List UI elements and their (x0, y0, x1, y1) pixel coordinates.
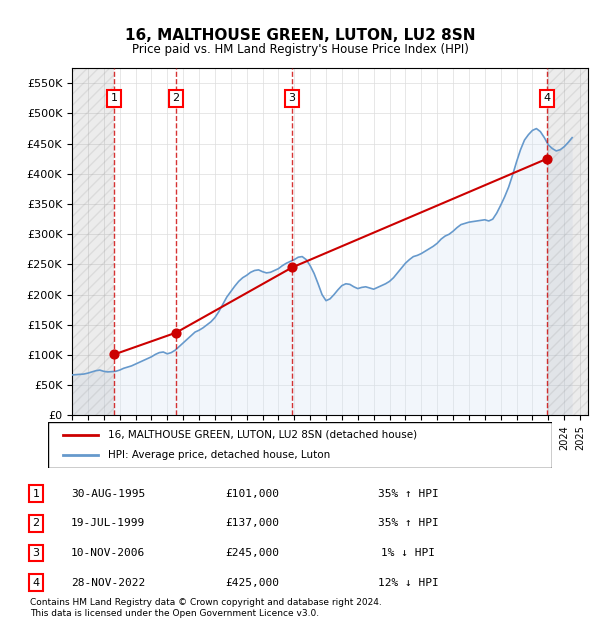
Text: 2: 2 (172, 94, 179, 104)
Text: 1: 1 (32, 489, 40, 498)
Text: 2: 2 (32, 518, 40, 528)
Text: 16, MALTHOUSE GREEN, LUTON, LU2 8SN: 16, MALTHOUSE GREEN, LUTON, LU2 8SN (125, 28, 475, 43)
Text: 10-NOV-2006: 10-NOV-2006 (71, 548, 145, 558)
Text: £101,000: £101,000 (225, 489, 279, 498)
Text: 3: 3 (32, 548, 40, 558)
Text: Contains HM Land Registry data © Crown copyright and database right 2024.: Contains HM Land Registry data © Crown c… (30, 598, 382, 608)
Text: 35% ↑ HPI: 35% ↑ HPI (377, 489, 439, 498)
Point (109, 350, 119, 360)
Bar (72, 68, 114, 415)
Text: 19-JUL-1999: 19-JUL-1999 (71, 518, 145, 528)
FancyBboxPatch shape (48, 422, 552, 468)
Text: £425,000: £425,000 (225, 578, 279, 588)
Point (542, 154, 551, 164)
Text: Price paid vs. HM Land Registry's House Price Index (HPI): Price paid vs. HM Land Registry's House … (131, 43, 469, 56)
Text: 16, MALTHOUSE GREEN, LUTON, LU2 8SN (detached house): 16, MALTHOUSE GREEN, LUTON, LU2 8SN (det… (109, 430, 418, 440)
Text: 1% ↓ HPI: 1% ↓ HPI (381, 548, 435, 558)
Point (171, 328, 181, 338)
Text: £137,000: £137,000 (225, 518, 279, 528)
Text: £245,000: £245,000 (225, 548, 279, 558)
Text: 30-AUG-1995: 30-AUG-1995 (71, 489, 145, 498)
Text: This data is licensed under the Open Government Licence v3.0.: This data is licensed under the Open Gov… (30, 609, 319, 618)
Point (287, 262, 297, 272)
Text: 4: 4 (544, 94, 550, 104)
Text: 4: 4 (32, 578, 40, 588)
Text: HPI: Average price, detached house, Luton: HPI: Average price, detached house, Luto… (109, 450, 331, 460)
Text: 3: 3 (289, 94, 296, 104)
Text: 1: 1 (111, 94, 118, 104)
Text: 35% ↑ HPI: 35% ↑ HPI (377, 518, 439, 528)
Text: 28-NOV-2022: 28-NOV-2022 (71, 578, 145, 588)
Bar (547, 68, 588, 415)
Text: 12% ↓ HPI: 12% ↓ HPI (377, 578, 439, 588)
